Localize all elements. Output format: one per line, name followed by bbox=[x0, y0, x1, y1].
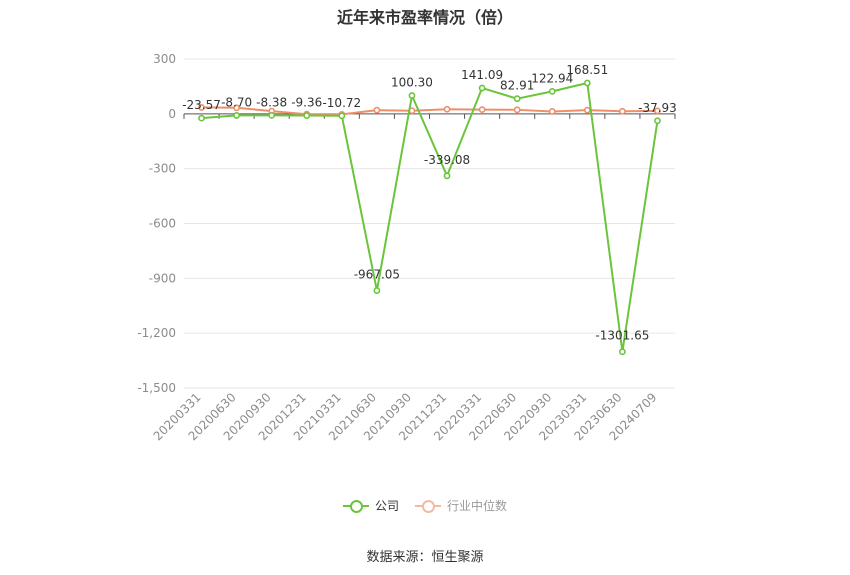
data-point-industry bbox=[373, 106, 381, 114]
data-point-company bbox=[373, 287, 381, 294]
data-point-industry bbox=[443, 105, 451, 113]
data-label: -9.36 bbox=[291, 96, 322, 110]
series-line-industry bbox=[201, 106, 658, 116]
data-point-industry bbox=[618, 107, 626, 115]
data-label: -8.38 bbox=[256, 95, 287, 109]
data-point-company bbox=[478, 84, 486, 92]
y-tick-label: -1,500 bbox=[137, 381, 176, 395]
data-label: 82.91 bbox=[500, 79, 534, 93]
data-label: -339.08 bbox=[424, 153, 470, 167]
data-point-company bbox=[268, 111, 276, 119]
data-point-company bbox=[618, 348, 626, 356]
data-point-company bbox=[443, 172, 451, 180]
data-point-industry bbox=[513, 106, 521, 114]
data-label: -23.57 bbox=[182, 98, 221, 112]
data-point-industry bbox=[583, 106, 591, 114]
data-point-company bbox=[583, 79, 591, 87]
data-label: 122.94 bbox=[531, 71, 573, 85]
data-label: -967.05 bbox=[354, 268, 400, 282]
legend-industry-label: 行业中位数 bbox=[447, 499, 508, 513]
data-label: 141.09 bbox=[461, 68, 503, 82]
y-tick-label: -1,200 bbox=[137, 326, 176, 340]
data-label: 100.30 bbox=[391, 76, 433, 90]
data-label: -1301.65 bbox=[595, 329, 649, 343]
data-label: 168.51 bbox=[566, 63, 608, 77]
data-point-industry bbox=[198, 104, 205, 111]
data-point-industry bbox=[478, 106, 486, 114]
y-tick-label: -600 bbox=[149, 217, 176, 231]
y-tick-label: -300 bbox=[149, 162, 176, 176]
data-label: -10.72 bbox=[322, 96, 361, 110]
y-tick-label: -900 bbox=[149, 271, 176, 285]
data-point-company bbox=[548, 87, 556, 95]
data-point-industry bbox=[233, 104, 241, 112]
data-point-industry bbox=[654, 107, 661, 115]
chart-title: 近年来市盈率情况（倍） bbox=[336, 8, 513, 27]
data-point-company bbox=[408, 92, 416, 99]
legend-company-marker bbox=[342, 499, 369, 513]
legend-item-company[interactable]: 公司 bbox=[342, 497, 399, 514]
data-point-company bbox=[513, 95, 521, 103]
data-point-company bbox=[233, 112, 241, 119]
legend: 公司 行业中位数 bbox=[0, 497, 850, 514]
y-tick-label: 0 bbox=[168, 107, 176, 121]
legend-item-industry[interactable]: 行业中位数 bbox=[415, 497, 507, 514]
data-label: -37.93 bbox=[638, 101, 677, 115]
series-line-company bbox=[201, 82, 659, 353]
data-point-company bbox=[338, 112, 346, 120]
data-point-company bbox=[198, 114, 205, 122]
data-point-company bbox=[303, 112, 311, 119]
legend-industry-marker bbox=[415, 499, 441, 513]
y-tick-label: 300 bbox=[153, 52, 176, 66]
data-point-industry bbox=[548, 108, 556, 115]
data-source: 数据来源：恒生聚源 bbox=[366, 550, 484, 565]
data-point-company bbox=[654, 117, 661, 125]
data-label: -8.70 bbox=[221, 95, 252, 109]
legend-company-label: 公司 bbox=[374, 499, 399, 513]
